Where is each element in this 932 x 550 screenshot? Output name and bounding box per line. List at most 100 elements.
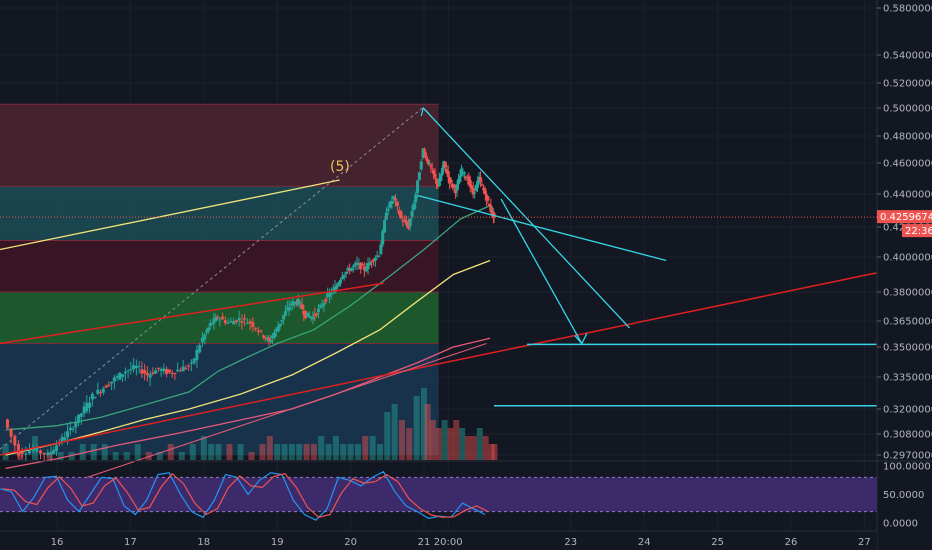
candle-body	[333, 286, 337, 293]
volume-bar	[310, 444, 317, 460]
time-tick-label: 25	[711, 537, 724, 548]
volume-bar	[303, 444, 310, 460]
candle-body	[82, 406, 86, 414]
candle-body	[126, 370, 130, 372]
candle-body	[368, 262, 372, 266]
candle-body	[104, 385, 108, 388]
candle-body	[340, 276, 344, 279]
candle-body	[261, 335, 265, 338]
candle-body	[433, 173, 437, 178]
candle-body	[187, 365, 191, 367]
candle-body	[443, 161, 447, 168]
price-axis[interactable]: 0.58000000 0.54000000 0.52000000 0.50000000…	[877, 4, 932, 462]
volume-bar	[318, 436, 325, 460]
cyan-wedge-lower[interactable]	[417, 195, 667, 262]
candle-body	[55, 445, 59, 451]
candle-body	[156, 367, 160, 369]
candle-body	[280, 320, 284, 322]
candle-body	[429, 165, 433, 167]
candle-body	[337, 282, 341, 286]
candle-body	[151, 372, 155, 375]
candle-body	[372, 259, 376, 262]
volume-bar	[447, 428, 454, 460]
candle-body	[112, 377, 116, 382]
candle-body	[154, 370, 158, 374]
time-tick-label: 16	[51, 537, 64, 548]
ma-green-line	[5, 205, 491, 431]
candle-body	[66, 431, 70, 438]
candle-body	[165, 369, 169, 374]
candle-body	[148, 374, 152, 378]
svg-text:22:36: 22:36	[905, 226, 932, 237]
price-tick-label: 0.58000000	[883, 4, 932, 15]
candle-body	[339, 279, 343, 284]
candle-body	[88, 402, 92, 408]
red-channel-upper[interactable]	[0, 282, 384, 345]
candle-body	[437, 178, 441, 187]
candle-body	[189, 362, 193, 364]
candle-body	[384, 212, 388, 220]
candle-body	[223, 320, 227, 324]
candle-body	[205, 330, 209, 333]
candle-body	[115, 376, 119, 378]
candle-body	[309, 316, 313, 318]
candle-body	[483, 188, 487, 195]
volume-bar	[123, 452, 130, 460]
drawings[interactable]	[0, 106, 878, 508]
candle-body	[283, 311, 287, 316]
volume-bar	[112, 452, 119, 460]
candle-body	[272, 332, 276, 338]
ma-yellow-line	[5, 259, 491, 456]
candle-body	[468, 180, 472, 187]
candle-body	[99, 391, 103, 393]
fib-zone-3	[0, 292, 439, 344]
red-trend-line[interactable]	[0, 272, 878, 456]
volume-bar	[248, 452, 255, 460]
time-tick-label: 26	[785, 537, 798, 548]
volume-bar	[101, 444, 108, 460]
candle-body	[480, 184, 484, 186]
price-tick-label: 0.29700000	[883, 451, 932, 462]
candle-body	[458, 175, 462, 183]
volume-bar	[237, 444, 244, 460]
fib-guide-line	[0, 107, 423, 450]
time-tick-label: 20	[344, 537, 357, 548]
candle-body	[361, 264, 365, 266]
candle-body	[254, 327, 258, 330]
candle-body	[85, 402, 89, 412]
volume-bar	[226, 444, 233, 460]
candle-body	[464, 176, 468, 178]
candle-body	[421, 148, 425, 158]
cyan-target-arrow[interactable]	[500, 198, 583, 344]
candle-body	[181, 366, 185, 372]
volume-bar	[178, 452, 185, 460]
candle-body	[414, 194, 418, 203]
candle-body	[278, 323, 282, 327]
candle-body	[214, 316, 218, 322]
yellow-channel-line[interactable]	[0, 179, 340, 251]
candle-body	[31, 448, 35, 451]
candle-body	[276, 326, 280, 332]
volume-bar	[376, 444, 383, 460]
candle-body	[326, 293, 330, 297]
candle-body	[454, 189, 458, 194]
volume-bar	[215, 444, 222, 460]
volume-bar	[429, 420, 436, 460]
volume-bar	[167, 444, 174, 460]
cyan-wedge-upper[interactable]	[422, 107, 630, 329]
candle-body	[77, 414, 81, 423]
candle-body	[123, 371, 127, 374]
time-axis[interactable]: 16 17 18 19 20 21 20:00 23 24 25 26 27	[51, 537, 871, 548]
candle-body	[313, 314, 317, 316]
candle-body	[417, 172, 421, 181]
candle-body	[74, 422, 78, 428]
volume-bar	[347, 444, 354, 460]
volume-bar	[435, 428, 442, 460]
candle-body	[401, 220, 405, 222]
candle-body	[195, 349, 199, 361]
candle-body	[232, 321, 236, 325]
price-tick-label: 0.52000000	[883, 79, 932, 90]
candle-body	[416, 180, 420, 193]
candle-body	[381, 230, 385, 245]
